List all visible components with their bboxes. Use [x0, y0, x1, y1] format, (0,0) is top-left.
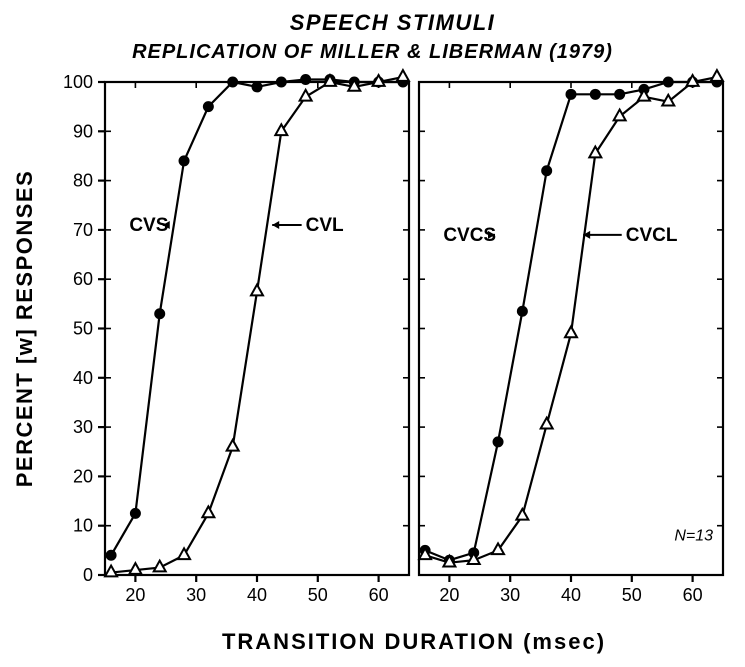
svg-text:50: 50 — [308, 585, 328, 605]
svg-text:30: 30 — [186, 585, 206, 605]
svg-text:REPLICATION OF MILLER & LIBERM: REPLICATION OF MILLER & LIBERMAN (1979) — [132, 41, 613, 63]
svg-text:20: 20 — [439, 585, 459, 605]
svg-text:PERCENT [w] RESPONSES: PERCENT [w] RESPONSES — [12, 170, 37, 488]
svg-text:10: 10 — [73, 516, 93, 536]
svg-text:70: 70 — [73, 220, 93, 240]
svg-text:40: 40 — [247, 585, 267, 605]
svg-text:30: 30 — [73, 417, 93, 437]
svg-text:100: 100 — [63, 72, 93, 92]
svg-text:30: 30 — [500, 585, 520, 605]
chart-svg: SPEECH STIMULI REPLICATION OF MILLER & LI… — [0, 0, 745, 667]
svg-text:40: 40 — [73, 368, 93, 388]
svg-text:60: 60 — [73, 269, 93, 289]
svg-text:20: 20 — [125, 585, 145, 605]
svg-text:50: 50 — [73, 319, 93, 339]
svg-text:80: 80 — [73, 171, 93, 191]
svg-text:TRANSITION DURATION (msec): TRANSITION DURATION (msec) — [222, 629, 606, 654]
svg-text:CVCL: CVCL — [626, 225, 678, 246]
svg-text:CVS: CVS — [129, 215, 168, 236]
svg-text:60: 60 — [369, 585, 389, 605]
svg-text:N=13: N=13 — [674, 527, 713, 544]
svg-text:0: 0 — [83, 565, 93, 585]
svg-text:60: 60 — [683, 585, 703, 605]
chart-container: SPEECH STIMULI REPLICATION OF MILLER & LI… — [0, 0, 745, 667]
svg-text:40: 40 — [561, 585, 581, 605]
svg-text:SPEECH STIMULI: SPEECH STIMULI — [290, 10, 496, 35]
svg-text:90: 90 — [73, 121, 93, 141]
svg-text:50: 50 — [622, 585, 642, 605]
svg-text:CVL: CVL — [306, 215, 344, 236]
svg-text:20: 20 — [73, 466, 93, 486]
